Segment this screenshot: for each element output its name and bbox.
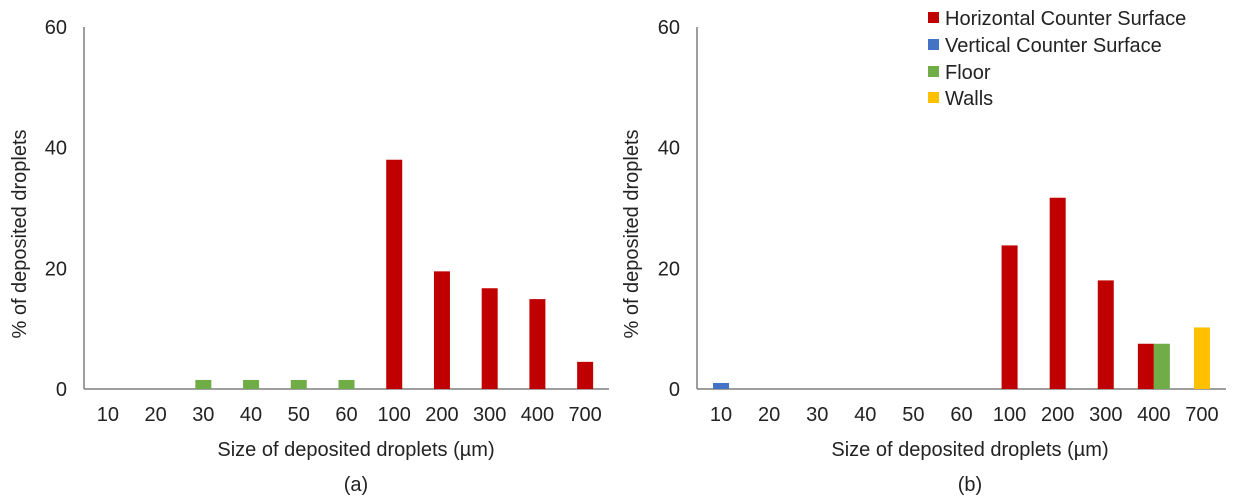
bar-horizontal-counter-surface-400 xyxy=(1137,343,1154,389)
bar-floor-30 xyxy=(195,379,212,389)
bar-horizontal-counter-surface-200 xyxy=(433,271,450,389)
x-tick-label: 400 xyxy=(521,404,554,426)
legend-item-horizontal-counter-surface: Horizontal Counter Surface xyxy=(928,8,1186,30)
legend-swatch xyxy=(928,12,939,23)
bar-horizontal-counter-surface-100 xyxy=(386,159,403,389)
x-tick-labels: 10 20 30 40 50 60 100 200 300 400 700 xyxy=(97,404,602,426)
panel-label-a: (a) xyxy=(344,474,368,496)
legend-swatch xyxy=(928,92,939,103)
x-tick-label: 200 xyxy=(1041,404,1074,426)
x-tick-label: 100 xyxy=(993,404,1026,426)
y-tick-label: 20 xyxy=(658,258,680,280)
x-tick-label: 60 xyxy=(950,404,972,426)
bars xyxy=(195,159,594,389)
x-tick-label: 40 xyxy=(854,404,876,426)
bar-horizontal-counter-surface-100 xyxy=(1001,245,1018,389)
x-tick-label: 40 xyxy=(240,404,262,426)
chart-panel-b: 0 20 40 60 10 20 30 40 50 60 100 200 300 400 700 Size… xyxy=(621,8,1226,496)
y-tick-label: 60 xyxy=(658,17,680,39)
bar-horizontal-counter-surface-300 xyxy=(481,288,498,389)
y-tick-label: 40 xyxy=(658,138,680,160)
bar-horizontal-counter-surface-300 xyxy=(1097,280,1114,389)
x-tick-labels: 10 20 30 40 50 60 100 200 300 400 700 xyxy=(710,404,1219,426)
legend-swatch xyxy=(928,39,939,50)
legend-swatch xyxy=(928,66,939,77)
y-tick-label: 40 xyxy=(45,138,67,160)
legend-label: Vertical Counter Surface xyxy=(945,35,1162,57)
bar-horizontal-counter-surface-400 xyxy=(529,299,546,389)
y-tick-label: 0 xyxy=(669,379,680,401)
bar-floor-60 xyxy=(338,379,355,389)
x-tick-label: 60 xyxy=(335,404,357,426)
x-tick-label: 20 xyxy=(144,404,166,426)
y-axis-title: % of deposited droplets xyxy=(621,129,643,338)
y-tick-labels: 0 20 40 60 xyxy=(658,17,680,401)
x-tick-label: 10 xyxy=(97,404,119,426)
x-tick-label: 20 xyxy=(758,404,780,426)
bar-floor-400 xyxy=(1153,343,1170,389)
legend-label: Horizontal Counter Surface xyxy=(945,8,1186,30)
bar-floor-50 xyxy=(290,379,307,389)
y-tick-label: 0 xyxy=(56,379,67,401)
bar-horizontal-counter-surface-700 xyxy=(577,361,594,389)
legend: Horizontal Counter Surface Vertical Coun… xyxy=(928,8,1186,110)
bar-walls-700 xyxy=(1193,327,1210,389)
y-tick-labels: 0 20 40 60 xyxy=(45,17,67,401)
x-tick-label: 200 xyxy=(425,404,458,426)
y-tick-label: 60 xyxy=(45,17,67,39)
y-axis-title: % of deposited droplets xyxy=(9,129,31,338)
x-tick-label: 300 xyxy=(473,404,506,426)
x-tick-label: 700 xyxy=(568,404,601,426)
x-axis-title: Size of deposited droplets (µm) xyxy=(217,439,494,461)
x-axis-title: Size of deposited droplets (µm) xyxy=(831,439,1108,461)
chart-panel-a: 0 20 40 60 10 20 30 40 50 60 100 200 300 400 700 Size… xyxy=(9,17,609,496)
x-tick-label: 30 xyxy=(192,404,214,426)
legend-item-walls: Walls xyxy=(928,88,993,110)
x-tick-label: 30 xyxy=(806,404,828,426)
legend-label: Floor xyxy=(945,62,991,84)
x-tick-label: 300 xyxy=(1089,404,1122,426)
bars xyxy=(713,197,1210,389)
panel-label-b: (b) xyxy=(958,474,982,496)
bar-vertical-counter-surface-10 xyxy=(713,382,730,389)
legend-item-vertical-counter-surface: Vertical Counter Surface xyxy=(928,35,1162,57)
x-tick-label: 400 xyxy=(1137,404,1170,426)
y-tick-label: 20 xyxy=(45,258,67,280)
x-tick-label: 100 xyxy=(378,404,411,426)
x-tick-label: 50 xyxy=(288,404,310,426)
x-tick-label: 10 xyxy=(710,404,732,426)
bar-horizontal-counter-surface-200 xyxy=(1049,197,1066,389)
legend-item-floor: Floor xyxy=(928,62,991,84)
x-tick-label: 50 xyxy=(902,404,924,426)
legend-label: Walls xyxy=(945,88,993,110)
bar-floor-40 xyxy=(243,379,260,389)
x-tick-label: 700 xyxy=(1185,404,1218,426)
